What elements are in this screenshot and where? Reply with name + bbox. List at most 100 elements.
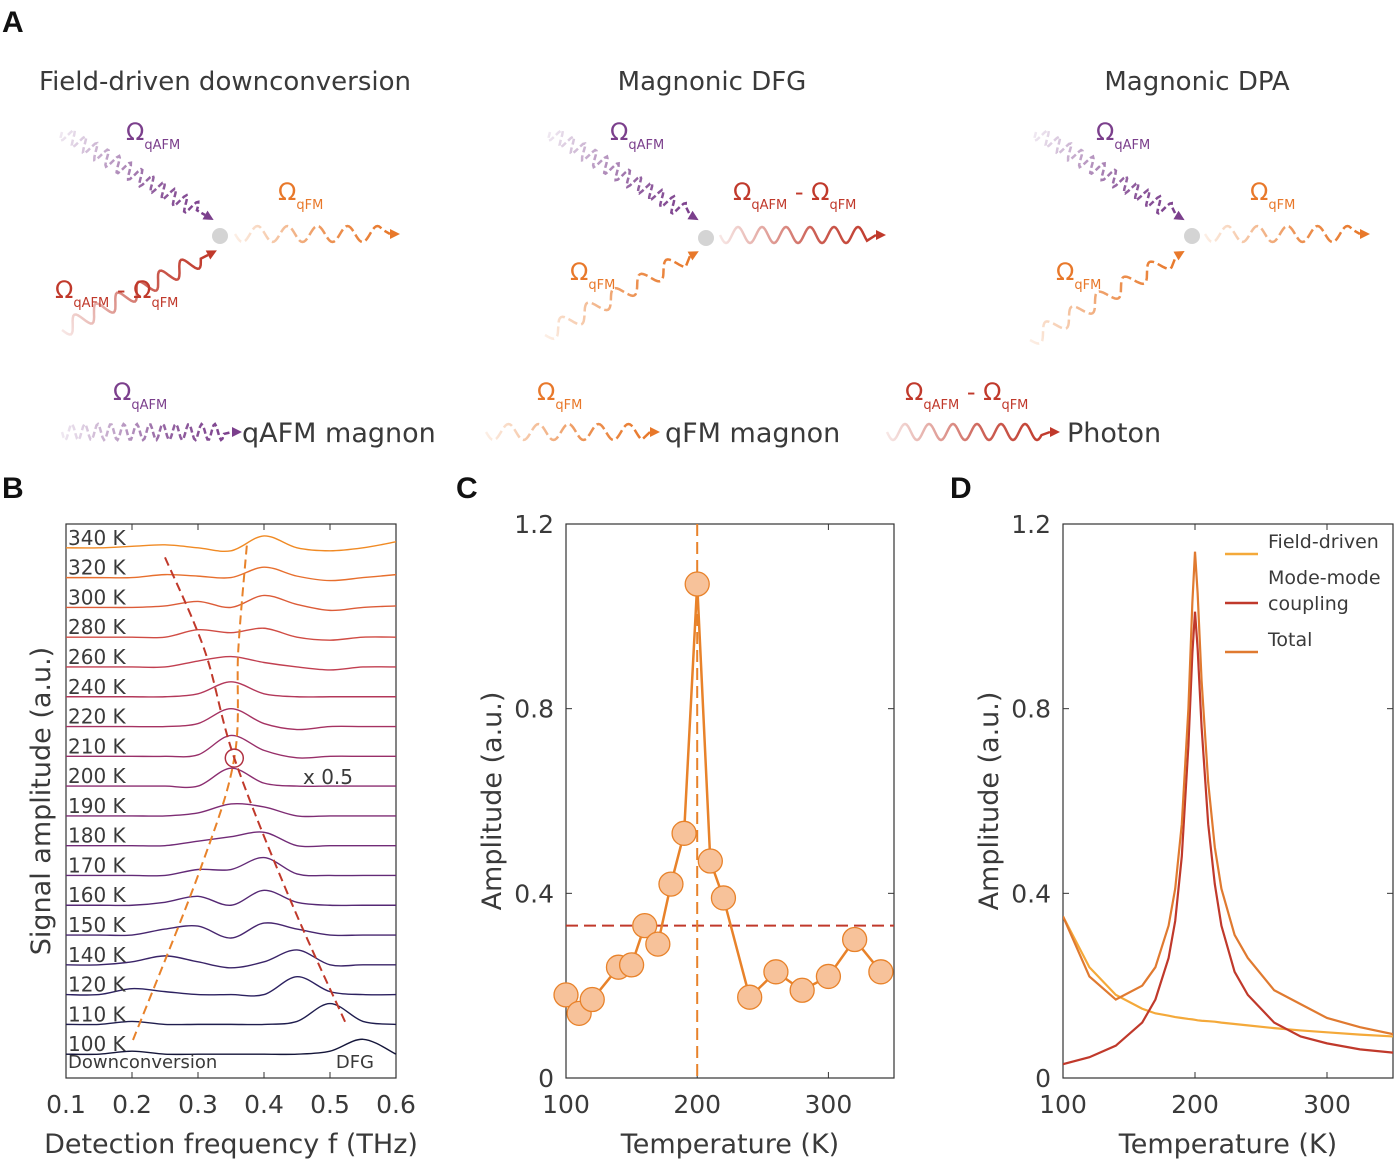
x-axis-label: Detection frequency f (THz) bbox=[44, 1129, 418, 1160]
legend-label: Total bbox=[1267, 629, 1312, 651]
trace-label: 200 K bbox=[68, 764, 127, 788]
legend-line: Mode-mode bbox=[1268, 567, 1381, 589]
y-tick-label: 0.4 bbox=[1011, 879, 1051, 908]
subscript: qFM bbox=[1001, 398, 1028, 413]
x-tick-label: 0.4 bbox=[244, 1090, 284, 1119]
omega-label: ΩqAFM bbox=[126, 118, 180, 153]
symbol: Ω bbox=[1250, 178, 1268, 206]
arrow-head bbox=[687, 251, 699, 261]
spectrum bbox=[66, 734, 396, 759]
trace-label: 210 K bbox=[68, 734, 127, 758]
data-line bbox=[564, 583, 882, 1016]
wave bbox=[60, 422, 233, 442]
y-tick-label: 0 bbox=[1035, 1064, 1051, 1093]
arrow-head bbox=[390, 229, 400, 239]
wave bbox=[1203, 224, 1361, 244]
x-axis-label: Temperature (K) bbox=[620, 1129, 839, 1160]
diagram-title: Field-driven downconversion bbox=[39, 67, 411, 97]
guide-label: DFG bbox=[336, 1052, 374, 1073]
data-point bbox=[710, 885, 737, 911]
trace-label: 170 K bbox=[68, 853, 127, 877]
symbol: Ω bbox=[570, 258, 588, 286]
spectrum bbox=[66, 566, 397, 582]
trace-label: 150 K bbox=[68, 913, 127, 937]
arrow-head bbox=[1173, 210, 1185, 221]
symbol: - bbox=[109, 276, 133, 304]
subscript: qAFM bbox=[923, 398, 959, 413]
x-tick-label: 0.3 bbox=[178, 1090, 218, 1119]
spectrum bbox=[65, 976, 397, 997]
x-tick-label: 100 bbox=[1039, 1090, 1087, 1119]
symbol: Ω bbox=[1056, 258, 1074, 286]
subscript: qFM bbox=[1074, 278, 1101, 293]
subscript: qFM bbox=[555, 398, 582, 413]
arrow-head bbox=[687, 210, 699, 221]
axes-frame bbox=[565, 523, 895, 1079]
subscript: qAFM bbox=[131, 398, 167, 413]
omega-label: ΩqAFM bbox=[113, 378, 167, 413]
trace-label: 100 K bbox=[68, 1032, 127, 1056]
symbol: Ω bbox=[55, 276, 73, 304]
omega-label: ΩqFM bbox=[570, 258, 615, 293]
x-tick-label: 0.2 bbox=[112, 1090, 152, 1119]
y-tick-label: 1.2 bbox=[514, 510, 554, 539]
guide-line bbox=[164, 556, 347, 1023]
data-line bbox=[1063, 611, 1393, 1066]
vertex bbox=[212, 228, 228, 244]
data-point bbox=[763, 959, 789, 985]
legend-label: Field-driven bbox=[1268, 531, 1379, 553]
x-tick-label: 100 bbox=[542, 1090, 590, 1119]
spectrum bbox=[66, 767, 396, 789]
data-point bbox=[815, 963, 842, 990]
data-point bbox=[632, 913, 658, 939]
symbol: Ω bbox=[537, 378, 555, 406]
trace-label: 180 K bbox=[68, 824, 127, 848]
trace-label: 320 K bbox=[68, 556, 127, 580]
arrow-head bbox=[232, 427, 242, 437]
panel-letter: C bbox=[456, 472, 478, 505]
x-tick-label: 0.1 bbox=[46, 1090, 86, 1119]
trace-label: 240 K bbox=[68, 675, 127, 699]
data-point bbox=[553, 982, 579, 1008]
trace-label: 160 K bbox=[68, 883, 127, 907]
subscript: qFM bbox=[151, 296, 178, 311]
wave bbox=[544, 255, 692, 341]
symbol: - bbox=[959, 378, 983, 406]
symbol: Ω bbox=[733, 178, 751, 206]
spectrum bbox=[66, 681, 396, 698]
subscript: qAFM bbox=[73, 296, 109, 311]
symbol: Ω bbox=[905, 378, 923, 406]
subscript: qFM bbox=[296, 198, 323, 213]
trace-label: 190 K bbox=[68, 794, 127, 818]
symbol: Ω bbox=[811, 178, 829, 206]
symbol: Ω bbox=[113, 378, 131, 406]
y-axis-label: Amplitude (a.u.) bbox=[477, 692, 508, 911]
omega-label: ΩqFM bbox=[1056, 258, 1101, 293]
arrow-head bbox=[202, 210, 214, 221]
arrow-head bbox=[205, 250, 217, 260]
symbol: Ω bbox=[126, 118, 144, 146]
wave bbox=[885, 422, 1051, 442]
subscript: qAFM bbox=[628, 138, 664, 153]
data-point bbox=[645, 931, 671, 957]
wave bbox=[59, 128, 206, 217]
omega-label: ΩqFM bbox=[537, 378, 582, 413]
guide-label: Downconversion bbox=[68, 1052, 217, 1073]
trace-label: 260 K bbox=[68, 645, 127, 669]
data-point bbox=[868, 959, 894, 985]
subscript: qAFM bbox=[144, 138, 180, 153]
omega-label: ΩqFM bbox=[1250, 178, 1295, 213]
omega-label: ΩqAFM - ΩqFM bbox=[905, 378, 1028, 413]
spectrum bbox=[66, 856, 396, 877]
x-tick-label: 200 bbox=[673, 1090, 721, 1119]
axes-frame bbox=[1062, 523, 1394, 1079]
trace-label: 120 K bbox=[68, 973, 127, 997]
subscript: qAFM bbox=[751, 198, 787, 213]
y-tick-label: 0 bbox=[538, 1064, 554, 1093]
wave bbox=[1029, 255, 1178, 345]
omega-label: ΩqAFM - ΩqFM bbox=[55, 276, 178, 311]
data-point bbox=[671, 820, 697, 846]
trace-label: 220 K bbox=[68, 705, 127, 729]
y-tick-label: 1.2 bbox=[1011, 510, 1051, 539]
arrow-head bbox=[1173, 251, 1185, 261]
